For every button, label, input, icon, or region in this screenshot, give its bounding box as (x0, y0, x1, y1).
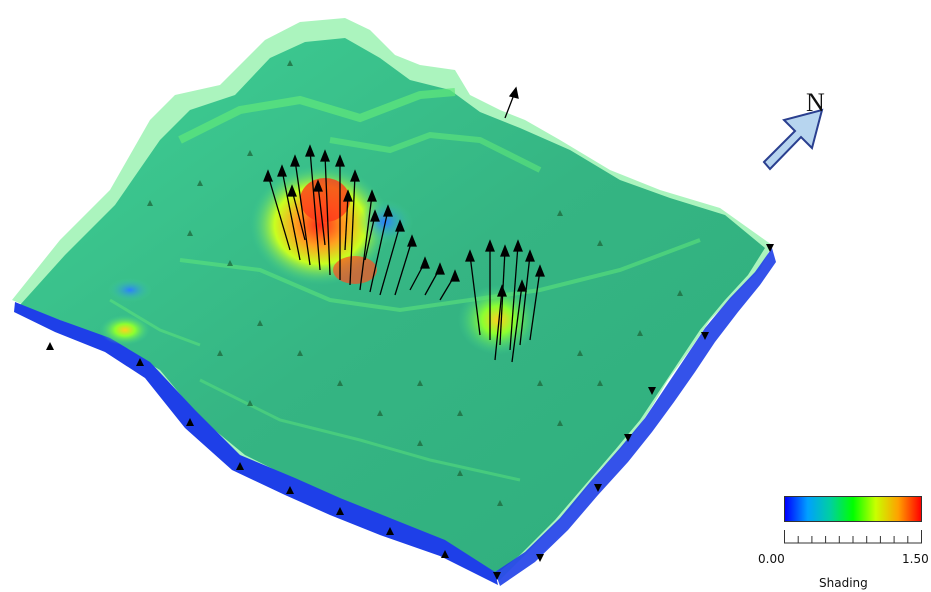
ridge-line (178, 88, 456, 144)
legend-ticks (784, 530, 922, 544)
color-legend: 0.00 1.50 Shading (756, 496, 929, 592)
legend-min-label: 0.00 (758, 552, 785, 566)
flow-vectors-main (263, 144, 460, 301)
legend-title: Shading (819, 576, 868, 590)
ridge-line (109, 298, 201, 347)
surface-markers (147, 60, 683, 506)
ridge-line (329, 131, 542, 173)
cliff-edge-southwest (14, 302, 498, 585)
hotspot-small (100, 315, 150, 345)
north-label: N (806, 88, 825, 117)
hotspot-secondary (458, 285, 538, 355)
flow-vectors-secondary (465, 239, 545, 363)
ridge-line (179, 238, 701, 313)
depression-blue (108, 278, 152, 302)
legend-color-bar (784, 496, 922, 522)
north-arrow-icon (762, 108, 824, 171)
hotspot-main-core (333, 256, 377, 284)
legend-max-label: 1.50 (902, 552, 929, 566)
hotspot-main-core (300, 178, 350, 222)
ridge-line (199, 378, 521, 482)
flow-vector-lone (504, 86, 519, 119)
terrain-surface (20, 38, 765, 575)
hotspot-main (250, 165, 390, 285)
edge-markers (46, 244, 774, 580)
